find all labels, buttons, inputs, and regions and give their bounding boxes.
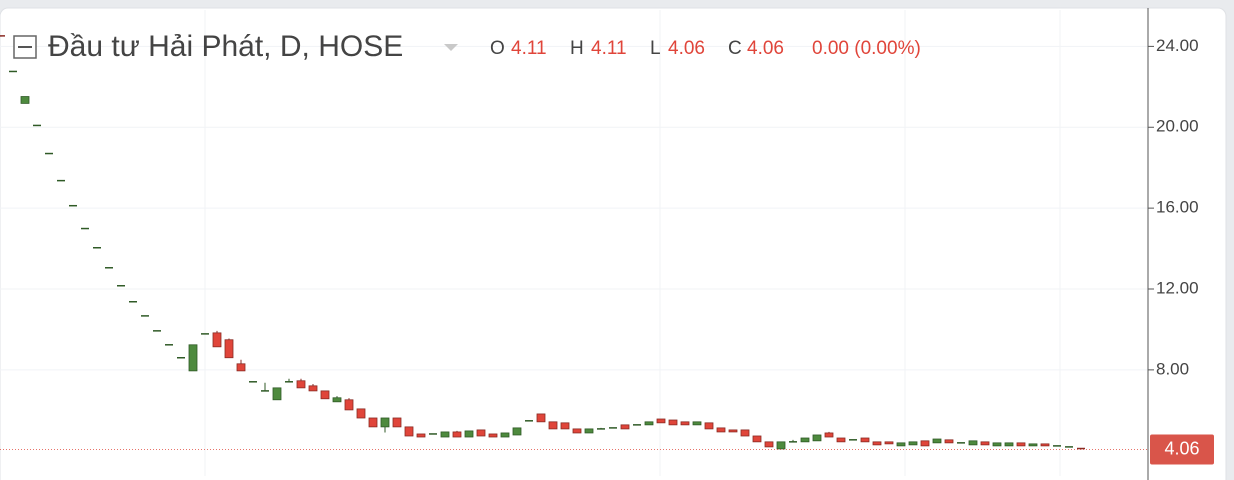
- chart-card: [0, 7, 1227, 480]
- candle-body: [272, 387, 282, 401]
- candle-body: [536, 413, 546, 423]
- candle-body: [308, 385, 318, 392]
- candle-body: [368, 417, 378, 428]
- candle-body: [896, 442, 906, 447]
- candle-body: [1028, 443, 1038, 447]
- candle-body: [476, 429, 486, 437]
- candle-body: [728, 429, 738, 433]
- candle-body: [716, 427, 726, 433]
- candle-body: [776, 441, 786, 450]
- candle-body: [824, 432, 834, 438]
- candle-body: [464, 430, 474, 438]
- candle-body: [1004, 442, 1014, 447]
- candle-body: [500, 432, 510, 438]
- candle-body: [404, 426, 414, 437]
- legend-label: L: [650, 38, 661, 59]
- y-tick-label: 24.00: [1156, 36, 1199, 55]
- candle-body: [944, 439, 954, 444]
- legend-value: 4.11: [511, 38, 547, 59]
- y-tick-label: 16.00: [1156, 198, 1199, 217]
- candle-body: [692, 421, 702, 426]
- legend-label: C: [728, 38, 742, 59]
- candle-body: [992, 442, 1002, 447]
- candle-body: [380, 417, 390, 428]
- candle-body: [1040, 443, 1050, 447]
- candle-body: [452, 431, 462, 438]
- candle-body: [812, 434, 822, 442]
- candle-body: [644, 421, 654, 426]
- candle-body: [800, 437, 810, 443]
- candle-body: [488, 433, 498, 438]
- candle-body: [620, 424, 630, 430]
- candle-body: [416, 433, 426, 438]
- candle-body: [548, 421, 558, 430]
- candle-body: [860, 437, 870, 443]
- last-price-box: [1150, 434, 1214, 465]
- candle-body: [344, 399, 354, 411]
- legend-value: 4.11: [591, 38, 627, 59]
- candle-body: [968, 440, 978, 446]
- candle-body: [560, 422, 570, 430]
- candle-body: [656, 418, 666, 424]
- candle-body: [212, 332, 222, 348]
- y-tick-label: 8.00: [1156, 359, 1189, 378]
- candle-body: [188, 344, 198, 372]
- legend-label: O: [490, 38, 505, 59]
- candle-body: [392, 417, 402, 428]
- candle-body: [332, 397, 342, 403]
- candle-body: [836, 437, 846, 443]
- candle-body: [908, 441, 918, 446]
- candle-body: [680, 421, 690, 426]
- candle-body: [236, 363, 246, 372]
- candle-body: [224, 339, 234, 359]
- legend-value: 4.06: [668, 38, 705, 59]
- last-price-label: 4.06: [1164, 438, 1199, 458]
- candle-body: [884, 441, 894, 445]
- candle-body: [572, 428, 582, 434]
- candle-body: [872, 441, 882, 446]
- symbol-toggle[interactable]: [13, 35, 37, 59]
- candle-body: [932, 438, 942, 444]
- candle-body: [752, 435, 762, 443]
- candle-body: [20, 96, 30, 104]
- dropdown-arrow[interactable]: [444, 44, 458, 51]
- candle-body: [512, 427, 522, 436]
- candle-body: [920, 440, 930, 447]
- candle-body: [1016, 442, 1026, 447]
- candle-body: [740, 429, 750, 437]
- candle-body: [764, 441, 774, 448]
- candle-body: [356, 408, 366, 419]
- y-tick-label: 12.00: [1156, 278, 1199, 297]
- candle-body: [296, 380, 306, 389]
- candle-body: [320, 390, 330, 400]
- legend-label: H: [570, 38, 584, 59]
- candle-body: [668, 419, 678, 426]
- legend-value: 4.06: [747, 38, 784, 59]
- candle-body: [584, 428, 594, 434]
- candle-body: [704, 422, 714, 430]
- legend-change: 0.00 (0.00%): [812, 38, 921, 59]
- candle-body: [440, 431, 450, 438]
- candle-body: [980, 441, 990, 446]
- chart-title: Đầu tư Hải Phát, D, HOSE: [48, 30, 403, 63]
- y-tick-label: 20.00: [1156, 117, 1199, 136]
